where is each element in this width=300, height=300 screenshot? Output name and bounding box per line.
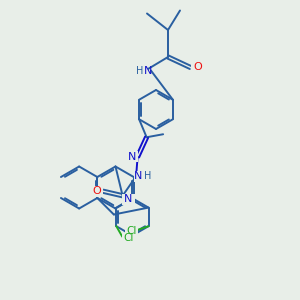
Bar <box>134 171 152 182</box>
Bar <box>122 194 135 205</box>
Text: N: N <box>144 65 153 76</box>
Bar <box>191 62 205 73</box>
Bar <box>125 226 138 237</box>
Text: Cl: Cl <box>126 226 136 236</box>
Text: O: O <box>92 186 101 196</box>
Text: N: N <box>128 152 136 162</box>
Bar <box>122 233 136 244</box>
Bar <box>133 65 148 76</box>
Text: H: H <box>136 65 144 76</box>
Bar <box>90 186 103 197</box>
Text: H: H <box>144 171 151 181</box>
Text: Cl: Cl <box>124 233 134 243</box>
Text: N: N <box>134 171 143 181</box>
Bar <box>126 151 138 162</box>
Text: N: N <box>124 194 133 205</box>
Text: O: O <box>194 62 202 73</box>
